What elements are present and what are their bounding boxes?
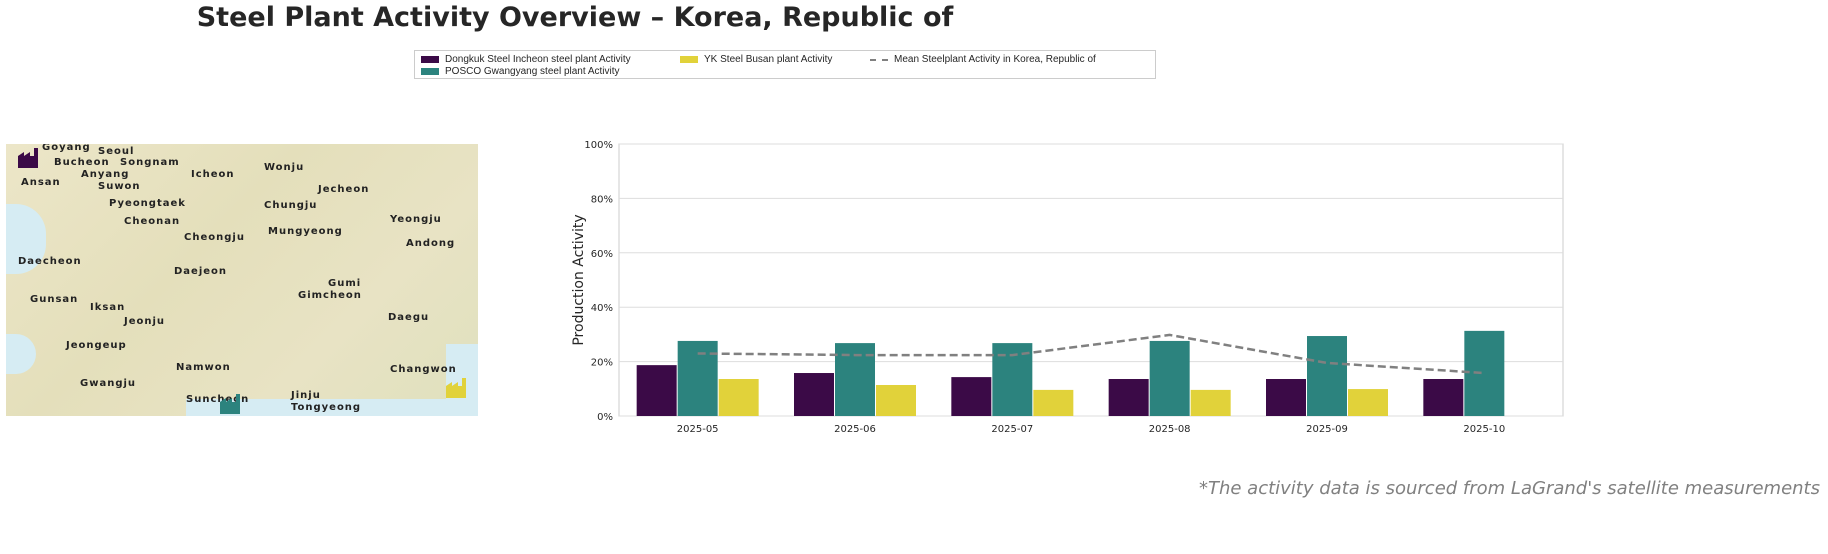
legend-item-mean: Mean Steelplant Activity in Korea, Repub… xyxy=(870,54,1096,65)
x-tick-label: 2025-06 xyxy=(834,424,876,435)
legend-label: Dongkuk Steel Incheon steel plant Activi… xyxy=(445,54,631,65)
footnote: *The activity data is sourced from LaGra… xyxy=(1198,478,1820,499)
y-tick-label: 100% xyxy=(584,140,613,151)
x-tick-label: 2025-09 xyxy=(1306,424,1348,435)
x-tick-label: 2025-10 xyxy=(1463,424,1505,435)
map-city-label: Gunsan xyxy=(30,294,79,305)
legend-swatch xyxy=(680,56,698,63)
legend-item-posco: POSCO Gwangyang steel plant Activity xyxy=(421,66,620,77)
map-city-label: Suwon xyxy=(98,181,141,192)
legend-item-yk: YK Steel Busan plant Activity xyxy=(680,54,832,65)
legend-swatch xyxy=(421,56,439,63)
map-city-label: Jinju xyxy=(291,390,321,401)
map-city-label: Mungyeong xyxy=(268,226,343,237)
x-tick-label: 2025-07 xyxy=(991,424,1033,435)
bar-yk xyxy=(1190,389,1231,416)
map-city-label: Andong xyxy=(406,238,456,249)
map-city-label: Daegu xyxy=(388,312,430,323)
map-city-label: Pyeongtaek xyxy=(109,198,186,209)
y-tick-label: 20% xyxy=(591,358,613,369)
legend-swatch xyxy=(870,58,888,61)
factory-icon-posco xyxy=(220,394,240,414)
mean-activity-line xyxy=(697,333,1485,375)
bar-yk xyxy=(718,379,759,416)
map-city-label: Yeongju xyxy=(390,214,442,225)
map-city-label: Songnam xyxy=(120,157,180,168)
map-city-label: Icheon xyxy=(191,169,235,180)
legend-label: POSCO Gwangyang steel plant Activity xyxy=(445,66,620,77)
map-city-label: Cheonan xyxy=(124,216,181,227)
chart-title: Steel Plant Activity Overview – Korea, R… xyxy=(196,2,954,33)
y-tick-label: 60% xyxy=(591,249,613,260)
map-city-label: Anyang xyxy=(81,169,130,180)
bar-posco xyxy=(1149,340,1190,416)
map-city-label: Goyang xyxy=(42,144,91,153)
bar-yk xyxy=(1033,389,1074,416)
legend-swatch xyxy=(421,68,439,75)
map-city-label: Gwangju xyxy=(80,378,137,389)
y-tick-label: 0% xyxy=(597,412,613,423)
map-city-label: Bucheon xyxy=(54,157,110,168)
sea xyxy=(186,399,478,416)
legend-item-dongkuk: Dongkuk Steel Incheon steel plant Activi… xyxy=(421,54,631,65)
map-city-label: Daecheon xyxy=(18,256,82,267)
map-city-label: Suncheon xyxy=(186,394,250,405)
y-axis-label: Production Activity xyxy=(571,214,587,345)
map-city-label: Daejeon xyxy=(174,266,228,277)
legend: Dongkuk Steel Incheon steel plant Activi… xyxy=(414,50,1156,79)
legend-label: Mean Steelplant Activity in Korea, Repub… xyxy=(894,54,1096,65)
map-city-label: Seoul xyxy=(98,146,135,157)
sea xyxy=(6,204,46,274)
map-city-label: Jecheon xyxy=(318,184,370,195)
map-city-label: Changwon xyxy=(390,364,457,375)
map-city-label: Gimcheon xyxy=(298,290,362,301)
bar-dongkuk xyxy=(636,365,677,416)
x-tick-label: 2025-08 xyxy=(1149,424,1191,435)
factory-icon-dongkuk xyxy=(18,148,38,168)
bar-dongkuk xyxy=(794,373,834,416)
map-city-label: Wonju xyxy=(264,162,305,173)
bar-yk xyxy=(1348,389,1388,416)
y-tick-label: 80% xyxy=(591,194,613,205)
map-city-label: Tongyeong xyxy=(291,402,362,413)
factory-icon-yk xyxy=(446,378,466,398)
bar-posco xyxy=(677,340,718,416)
map: Goyang Seoul Bucheon Songnam Anyang Icheon Won… xyxy=(6,144,478,416)
map-city-label: Jeongeup xyxy=(66,340,127,351)
bar-dongkuk xyxy=(1423,379,1464,416)
bar-dongkuk xyxy=(1266,379,1306,416)
map-city-label: Namwon xyxy=(176,362,231,373)
bar-dongkuk xyxy=(951,377,992,416)
bar-dongkuk xyxy=(1108,379,1149,416)
map-city-label: Ansan xyxy=(21,177,61,188)
map-city-label: Chungju xyxy=(264,200,318,211)
map-city-label: Jeonju xyxy=(124,316,166,327)
map-city-label: Cheongju xyxy=(184,232,245,243)
bar-posco xyxy=(1307,336,1347,416)
bar-yk xyxy=(876,384,916,416)
plot-frame xyxy=(618,143,1564,417)
legend-label: YK Steel Busan plant Activity xyxy=(704,54,833,65)
bar-posco xyxy=(1464,330,1505,416)
map-city-label: Iksan xyxy=(90,302,126,313)
x-tick-label: 2025-05 xyxy=(677,424,719,435)
y-tick-label: 40% xyxy=(591,303,613,314)
map-city-label: Gumi xyxy=(328,278,362,289)
